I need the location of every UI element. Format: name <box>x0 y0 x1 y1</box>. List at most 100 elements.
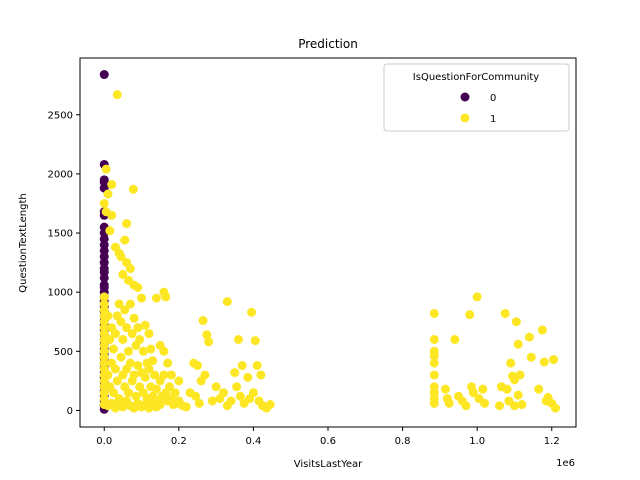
legend-marker-1 <box>460 113 470 123</box>
point-series-1-149 <box>232 382 242 392</box>
point-series-1-139 <box>237 361 247 370</box>
point-series-1-108 <box>170 388 180 398</box>
x-tick-label-1: 0.2 <box>171 436 187 447</box>
point-series-1-172 <box>440 384 450 394</box>
point-series-1-159 <box>207 396 217 406</box>
x-axis-ticks: 0.0 0.2 0.4 0.6 0.8 1.0 1.2 <box>96 427 560 447</box>
point-series-1-184 <box>478 384 488 394</box>
point-series-1-165 <box>429 351 439 361</box>
point-series-1-141 <box>247 307 257 317</box>
point-series-1-126 <box>155 400 165 410</box>
point-series-1-200 <box>524 332 534 342</box>
point-series-1-185 <box>480 398 490 408</box>
point-series-1-75 <box>109 388 119 398</box>
point-series-1-12 <box>120 235 130 245</box>
point-series-1-7 <box>107 210 117 220</box>
point-series-1-142 <box>250 336 260 346</box>
point-series-1-181 <box>468 388 478 398</box>
legend-marker-0 <box>460 92 470 102</box>
point-series-1-47 <box>118 334 128 344</box>
point-series-1-2 <box>107 180 117 190</box>
point-series-1-56 <box>135 334 145 344</box>
point-series-1-15 <box>125 264 135 274</box>
point-series-1-57 <box>137 293 147 303</box>
point-series-1-98 <box>151 384 161 394</box>
point-series-1-136 <box>222 297 232 307</box>
y-tick-label-3: 1500 <box>48 229 73 240</box>
point-series-1-51 <box>125 299 135 309</box>
point-series-1-8 <box>122 219 132 229</box>
point-series-1-76 <box>110 364 120 374</box>
point-series-0-0 <box>99 70 109 80</box>
point-series-1-147 <box>219 388 229 398</box>
point-series-1-72 <box>103 370 113 380</box>
point-series-1-178 <box>461 401 471 411</box>
point-series-1-1 <box>101 164 111 174</box>
point-series-1-127 <box>181 402 191 412</box>
point-series-1-19 <box>133 282 143 292</box>
x-tick-label-6: 1.2 <box>544 436 560 447</box>
point-series-1-92 <box>140 372 150 382</box>
point-series-1-46 <box>116 317 126 327</box>
x-tick-label-5: 1.0 <box>469 436 485 447</box>
point-series-1-174 <box>444 398 454 408</box>
point-series-1-4 <box>128 184 138 194</box>
y-axis-label: QuestionTextLength <box>18 193 29 292</box>
legend-box <box>383 63 570 132</box>
point-series-1-64 <box>151 293 161 303</box>
point-series-1-105 <box>165 382 174 392</box>
legend-label-1: 1 <box>490 114 496 125</box>
point-series-1-77 <box>112 376 122 386</box>
point-series-1-182 <box>472 292 482 302</box>
point-series-0-16 <box>99 273 109 283</box>
legend-label-0: 0 <box>490 93 496 104</box>
point-series-1-0 <box>112 90 122 100</box>
point-series-1-70 <box>174 376 184 386</box>
point-series-1-133 <box>202 330 212 340</box>
x-axis-label: VisitsLastYear <box>294 459 363 470</box>
point-series-1-171 <box>429 398 439 408</box>
y-tick-label-5: 2500 <box>48 110 73 121</box>
legend: IsQuestionForCommunity 0 1 <box>383 63 570 132</box>
point-series-1-194 <box>511 317 521 327</box>
point-series-1-63 <box>148 356 158 366</box>
point-series-1-157 <box>265 400 275 410</box>
point-series-1-150 <box>235 391 245 401</box>
point-series-1-134 <box>204 337 214 347</box>
point-series-1-199 <box>517 400 527 410</box>
point-series-1-71 <box>159 346 169 356</box>
x-tick-label-4: 0.8 <box>395 436 411 447</box>
point-series-1-188 <box>500 308 510 318</box>
point-series-1-52 <box>127 329 137 339</box>
y-tick-label-2: 1000 <box>48 288 73 299</box>
point-series-1-20 <box>99 292 109 302</box>
point-series-1-137 <box>230 368 240 378</box>
point-series-1-86 <box>129 370 139 380</box>
point-series-1-186 <box>495 401 505 411</box>
point-series-1-39 <box>103 311 113 321</box>
point-series-1-67 <box>161 292 171 302</box>
point-series-1-5 <box>99 198 109 208</box>
point-series-1-167 <box>429 370 439 380</box>
point-series-1-163 <box>429 334 439 344</box>
scatter-points <box>99 70 560 414</box>
point-series-1-83 <box>123 388 133 398</box>
point-series-1-59 <box>140 320 150 330</box>
point-series-1-42 <box>109 344 119 354</box>
point-series-1-61 <box>144 329 154 339</box>
point-series-1-138 <box>234 334 243 344</box>
x-tick-label-2: 0.4 <box>245 436 261 447</box>
point-series-1-204 <box>539 357 549 367</box>
point-series-1-189 <box>502 384 512 394</box>
point-series-1-179 <box>465 310 475 320</box>
x-axis-scale-label: 1e6 <box>556 458 575 469</box>
point-series-1-208 <box>550 403 560 413</box>
point-series-1-40 <box>105 334 115 344</box>
point-series-1-3 <box>103 189 113 199</box>
point-series-1-68 <box>163 358 173 368</box>
point-series-1-50 <box>123 346 133 356</box>
point-series-1-203 <box>537 325 547 335</box>
point-series-1-94 <box>144 364 154 374</box>
point-series-1-160 <box>194 398 204 408</box>
point-series-1-191 <box>506 358 516 368</box>
